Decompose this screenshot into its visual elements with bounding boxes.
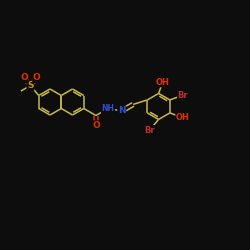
Text: O: O xyxy=(92,121,100,130)
Text: Br: Br xyxy=(144,126,155,135)
Text: Br: Br xyxy=(178,91,188,100)
Text: O: O xyxy=(20,74,28,82)
Text: NH: NH xyxy=(102,104,114,113)
Text: OH: OH xyxy=(176,113,190,122)
Text: N: N xyxy=(118,106,126,116)
Text: O: O xyxy=(33,74,41,82)
Text: OH: OH xyxy=(156,78,170,87)
Text: S: S xyxy=(27,81,34,90)
